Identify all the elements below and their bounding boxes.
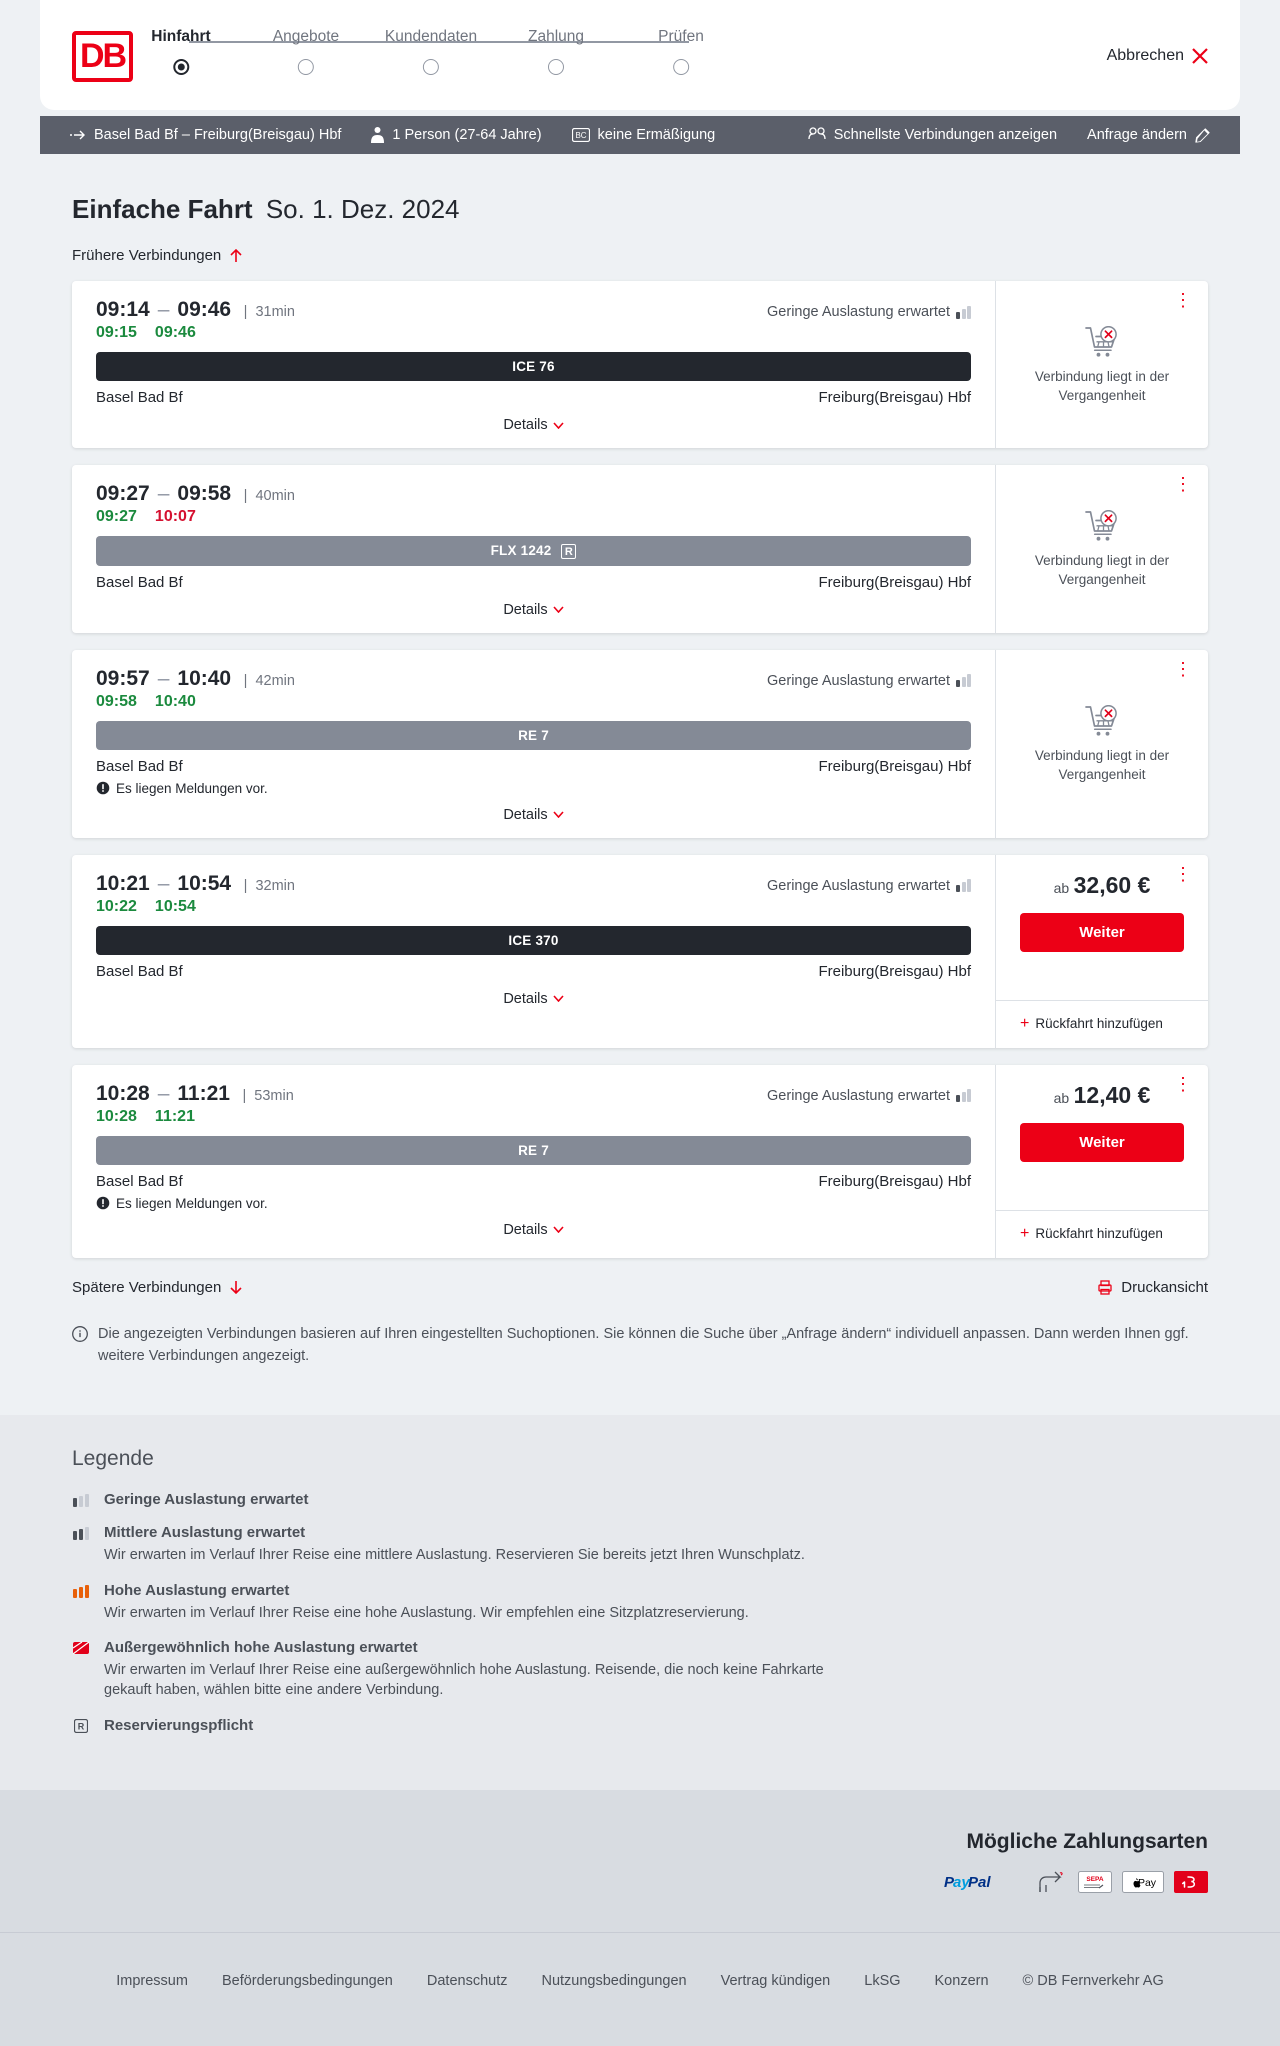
svg-text:Pay: Pay (1138, 1877, 1157, 1889)
svg-text:Pal: Pal (968, 1874, 991, 1891)
svg-text:SEPA: SEPA (1086, 1876, 1104, 1883)
svg-text:BC: BC (575, 131, 586, 140)
svg-text:R: R (78, 1721, 85, 1731)
